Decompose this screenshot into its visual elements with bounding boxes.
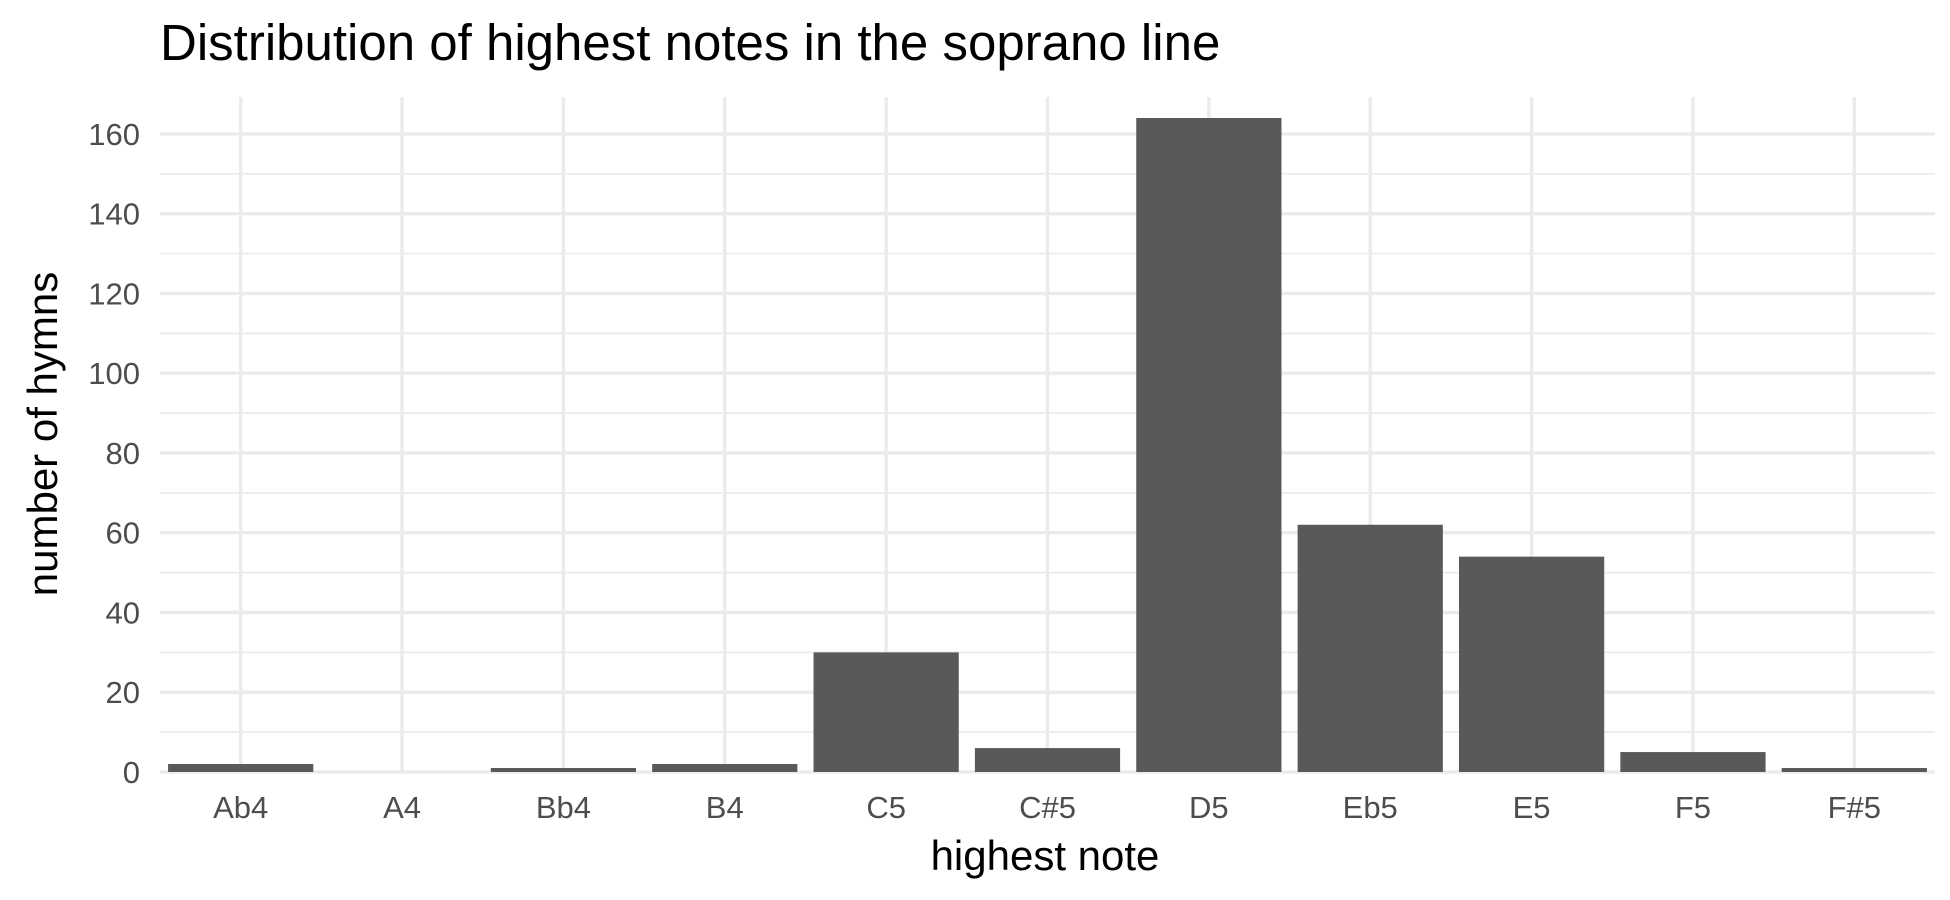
- x-axis-title: highest note: [931, 832, 1160, 879]
- y-tick-label: 120: [88, 276, 140, 311]
- bar-C5: [813, 652, 959, 772]
- x-tick-label: D5: [1189, 790, 1229, 825]
- bar-Bb4: [490, 768, 637, 772]
- bar-F#5: [1781, 768, 1927, 772]
- x-tick-label: Eb5: [1343, 790, 1398, 825]
- y-axis-ticks: 0 20 40 60 80 100 120 140 160: [88, 117, 140, 790]
- y-tick-label: 100: [88, 356, 140, 391]
- x-tick-label: C#5: [1019, 790, 1076, 825]
- chart-title: Distribution of highest notes in the sop…: [160, 14, 1220, 71]
- bar-Ab4: [168, 764, 314, 772]
- x-tick-label: E5: [1513, 790, 1551, 825]
- x-tick-label: B4: [706, 790, 744, 825]
- bar-E5: [1458, 556, 1605, 772]
- bar-C#5: [974, 748, 1121, 772]
- y-tick-label: 0: [123, 755, 140, 790]
- x-tick-label: F#5: [1828, 790, 1881, 825]
- bars: [168, 118, 1927, 772]
- x-tick-label: Ab4: [213, 790, 268, 825]
- x-tick-label: Bb4: [536, 790, 591, 825]
- y-tick-label: 40: [106, 595, 140, 630]
- bar-B4: [652, 764, 798, 772]
- x-tick-label: F5: [1675, 790, 1711, 825]
- y-tick-label: 160: [88, 117, 140, 152]
- y-tick-label: 60: [106, 516, 140, 551]
- x-tick-label: C5: [866, 790, 906, 825]
- y-tick-label: 80: [106, 436, 140, 471]
- bar-F5: [1620, 752, 1766, 772]
- y-tick-label: 20: [106, 675, 140, 710]
- y-axis-title: number of hymns: [19, 272, 66, 596]
- y-tick-label: 140: [88, 197, 140, 232]
- x-tick-label: A4: [383, 790, 421, 825]
- x-axis-ticks: Ab4 A4 Bb4 B4 C5 C#5 D5 Eb5 E5 F5 F#5: [213, 790, 1881, 825]
- grid: [160, 97, 1935, 774]
- bar-D5: [1136, 118, 1282, 772]
- bar-Eb5: [1297, 524, 1443, 772]
